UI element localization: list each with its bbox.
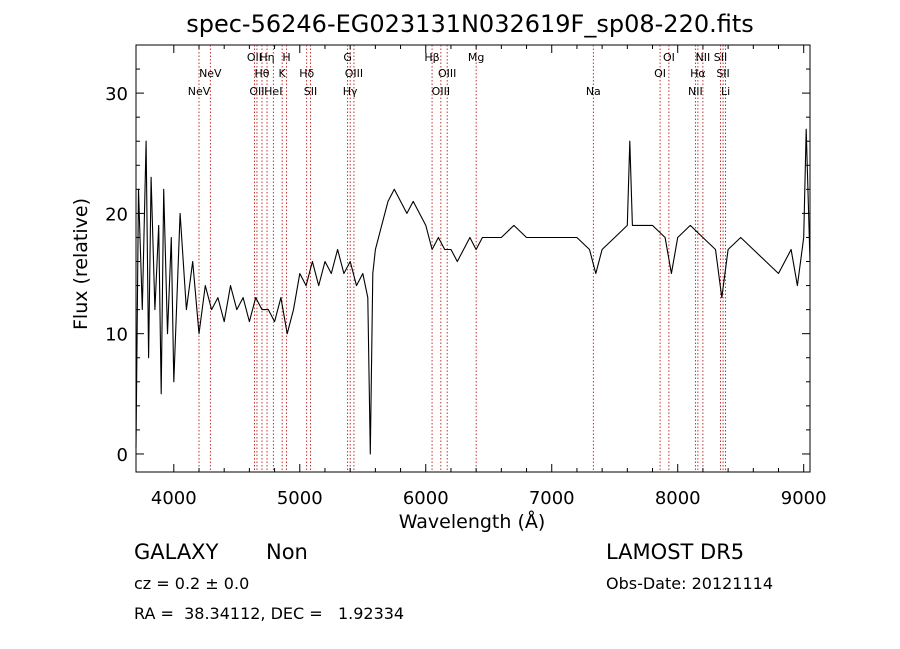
spectral-line-label: OIII: [432, 85, 450, 98]
observation-date: Obs-Date: 20121114: [606, 574, 774, 593]
x-axis-label: Wavelength (Å): [399, 510, 546, 533]
y-tick-label: 10: [105, 325, 128, 346]
spectrum-line: [135, 128, 811, 455]
x-tick-label: 6000: [403, 488, 449, 509]
spectral-line-label: Hθ: [254, 67, 269, 80]
plot-border: [135, 44, 811, 473]
spectral-line-label: NeV: [199, 67, 222, 80]
y-axis-ticks: 0 10 20 30: [105, 68, 810, 466]
line-labels: NeV NeV OII OII Hθ Hη HeI KH Hδ SII G Hγ OIII Hβ OIII O…: [188, 51, 730, 98]
spectral-line-label: OIII: [345, 67, 363, 80]
x-tick-label: 9000: [781, 488, 827, 509]
spectral-line-label: OII: [247, 51, 262, 64]
spectral-line-label: NeV: [188, 85, 211, 98]
object-type: GALAXY: [134, 540, 219, 564]
spectral-line-label: H: [282, 51, 290, 64]
spectral-line-label: K: [279, 67, 287, 80]
y-tick-label: 20: [105, 204, 128, 225]
plot-frame: [135, 44, 811, 473]
x-tick-label: 5000: [277, 488, 323, 509]
spectral-line-label: Hα: [690, 67, 706, 80]
spectral-line-label: Li: [721, 85, 730, 98]
spectral-line-label: SII: [714, 51, 727, 64]
spectral-line-label: OII: [249, 85, 264, 98]
x-axis-ticks: 4000 5000 6000 7000 8000 9000: [151, 45, 827, 509]
spectral-line-label: Hδ: [299, 67, 314, 80]
spectral-line-label: Na: [586, 85, 601, 98]
spectral-line-label: OIII: [438, 67, 456, 80]
spectrum-group: [135, 128, 811, 455]
spectral-line-label: NII: [696, 51, 711, 64]
y-tick-label: 30: [105, 84, 128, 105]
coordinates: RA = 38.34112, DEC = 1.92334: [134, 604, 405, 623]
spectral-line-label: G: [343, 51, 352, 64]
survey-name: LAMOST DR5: [606, 540, 745, 564]
x-tick-label: 4000: [151, 488, 197, 509]
emission-lines: [198, 45, 726, 472]
spectral-line-label: Hη: [259, 51, 274, 64]
spectral-line-label: OI: [663, 51, 675, 64]
x-tick-label: 8000: [655, 488, 701, 509]
redshift-cz: cz = 0.2 ± 0.0: [134, 574, 250, 593]
spectral-line-label: Hβ: [424, 51, 439, 64]
spectral-line-label: Mg: [468, 51, 484, 64]
spectral-line-label: Hγ: [343, 85, 358, 98]
object-subclass: Non: [266, 540, 308, 564]
chart-title: spec-56246-EG023131N032619F_sp08-220.fit…: [186, 10, 754, 38]
spectral-line-label: OI: [654, 67, 666, 80]
spectral-line-label: HeI: [264, 85, 282, 98]
y-tick-label: 0: [117, 445, 128, 466]
spectral-line-label: NII: [688, 85, 703, 98]
y-axis-label: Flux (relative): [70, 198, 92, 330]
spectral-line-label: SII: [304, 85, 317, 98]
x-tick-label: 7000: [529, 488, 575, 509]
spectral-line-label: SII: [716, 67, 729, 80]
